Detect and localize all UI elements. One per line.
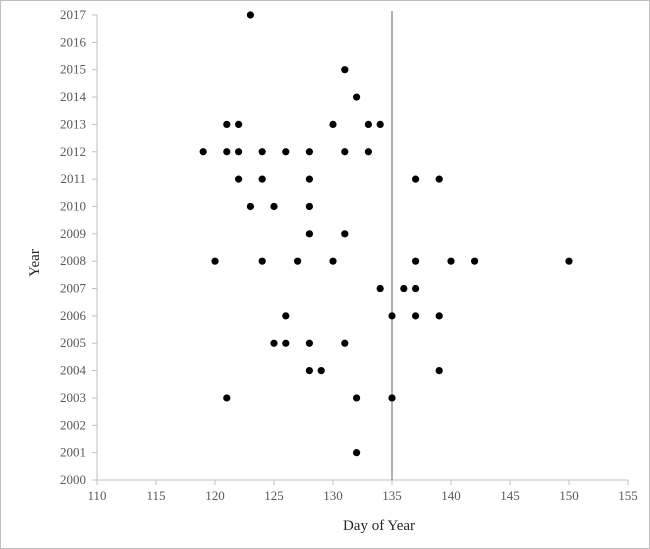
data-point [305, 366, 313, 375]
data-point [305, 202, 313, 211]
data-point [341, 148, 349, 156]
data-point [305, 148, 313, 156]
y-tick-label: 2007 [60, 281, 87, 296]
data-point [376, 120, 384, 129]
data-point [282, 312, 290, 320]
data-point [412, 257, 420, 265]
data-point [305, 339, 313, 347]
y-axis: 2000 2001 2002 2003 2004 2005 2006 2007 2008 2009… [60, 7, 98, 487]
y-tick-label: 2015 [60, 62, 86, 77]
data-point [329, 257, 337, 265]
data-point [305, 230, 313, 238]
data-point [235, 120, 243, 129]
data-point [235, 175, 243, 183]
x-tick-label: 155 [618, 488, 638, 503]
x-tick-label: 145 [500, 488, 520, 503]
y-tick-label: 2006 [60, 308, 87, 323]
y-tick-label: 2002 [60, 417, 86, 432]
data-point [353, 394, 361, 402]
data-point [341, 230, 349, 238]
data-point [400, 284, 408, 293]
x-axis-title: Day of Year [343, 518, 415, 534]
x-tick-label: 125 [264, 488, 284, 503]
data-points [199, 11, 573, 457]
data-point [223, 394, 231, 402]
data-point [435, 312, 443, 320]
y-tick-label: 2001 [60, 445, 86, 460]
data-point [270, 202, 278, 211]
y-tick-label: 2004 [60, 363, 87, 378]
y-tick-label: 2012 [60, 144, 86, 159]
data-point [388, 312, 396, 320]
data-point [447, 257, 455, 265]
data-point [246, 202, 254, 211]
y-tick-label: 2014 [60, 89, 87, 104]
data-point [364, 120, 372, 129]
y-tick-label: 2011 [60, 171, 86, 186]
data-point [294, 257, 302, 265]
data-point [329, 120, 337, 129]
data-point [364, 148, 372, 156]
y-tick-label: 2017 [60, 7, 87, 22]
data-point [376, 284, 384, 293]
data-point [341, 66, 349, 74]
data-point [317, 366, 325, 375]
y-tick-label: 2005 [60, 335, 86, 350]
data-point [282, 339, 290, 347]
data-point [353, 93, 361, 101]
data-point [341, 339, 349, 347]
data-point [223, 148, 231, 156]
x-tick-label: 120 [205, 488, 225, 503]
x-tick-label: 135 [382, 488, 402, 503]
data-point [282, 148, 290, 156]
data-point [211, 257, 219, 265]
x-tick-label: 115 [146, 488, 165, 503]
x-tick-label: 140 [441, 488, 461, 503]
x-tick-label: 110 [87, 488, 106, 503]
x-axis: 110 115 120 125 130 135 140 145 150 155 [87, 479, 638, 503]
data-point [565, 257, 573, 265]
y-tick-label: 2016 [60, 34, 87, 49]
y-tick-label: 2009 [60, 226, 86, 241]
x-tick-label: 130 [323, 488, 343, 503]
data-point [223, 120, 231, 129]
data-point [412, 175, 420, 183]
data-point [412, 312, 420, 320]
data-point [435, 366, 443, 375]
data-point [199, 148, 207, 156]
data-point [258, 175, 266, 183]
data-point [258, 148, 266, 156]
y-tick-label: 2013 [60, 116, 86, 131]
data-point [471, 257, 479, 265]
data-point [246, 11, 254, 19]
y-tick-label: 2008 [60, 253, 86, 268]
x-tick-label: 150 [559, 488, 579, 503]
y-axis-title: Year [27, 249, 43, 277]
data-point [388, 394, 396, 402]
y-tick-label: 2003 [60, 390, 86, 405]
data-point [235, 148, 243, 156]
data-point [305, 175, 313, 183]
data-point [435, 175, 443, 183]
data-point [353, 449, 361, 457]
data-point [412, 284, 420, 293]
data-point [270, 339, 278, 347]
y-tick-label: 2010 [60, 198, 86, 213]
y-tick-label: 2000 [60, 472, 86, 487]
data-point [258, 257, 266, 265]
